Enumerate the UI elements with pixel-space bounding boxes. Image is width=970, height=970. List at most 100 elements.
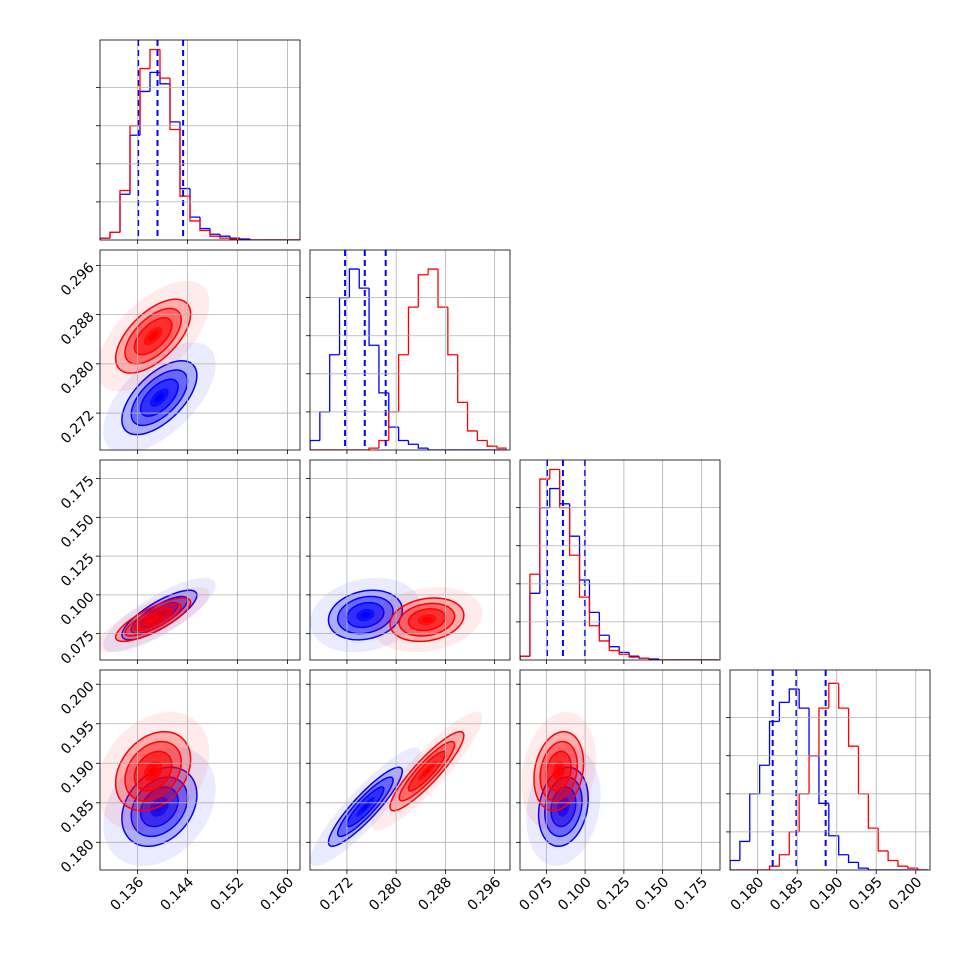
hist-bin — [496, 446, 507, 449]
contour — [407, 750, 447, 792]
hist-bin — [808, 755, 819, 794]
hist-bin — [229, 236, 240, 239]
panel — [306, 459, 511, 664]
hist-bin — [219, 236, 230, 239]
hist-bin — [539, 506, 550, 594]
hist-bin — [189, 196, 200, 222]
hist-bin — [758, 764, 770, 794]
contour — [114, 597, 192, 643]
hist-bin — [319, 411, 330, 441]
y-tick-label: 0.200 — [58, 679, 98, 719]
hist-bin — [648, 658, 659, 660]
hist-bin — [407, 306, 419, 355]
panel-content — [100, 40, 300, 240]
hist-bin — [847, 854, 859, 864]
contour — [124, 602, 183, 637]
hist-bin — [768, 865, 780, 870]
hist-bin — [568, 503, 580, 537]
panel-content — [521, 711, 601, 867]
contour — [533, 730, 585, 812]
hist-bin — [466, 402, 478, 432]
hist-bin — [897, 860, 908, 867]
hist-bin — [109, 231, 120, 239]
hist-bin — [568, 507, 580, 556]
x-tick-label: 0.296 — [465, 874, 505, 914]
hist-bin — [828, 803, 839, 837]
hist-bin — [149, 48, 160, 69]
panel-frame — [309, 669, 511, 871]
panel-frame — [99, 39, 301, 241]
x-tick-label: 0.272 — [317, 874, 357, 914]
hist-bin — [139, 90, 150, 136]
y-tick-label: 0.296 — [58, 260, 98, 300]
panel-frame — [99, 669, 301, 871]
panel-frame — [99, 459, 301, 661]
density-core — [360, 801, 370, 812]
hist-bin — [199, 220, 210, 232]
hist-bin — [578, 555, 590, 598]
contour — [544, 776, 583, 838]
hist-bin — [917, 868, 928, 870]
hist-bin — [427, 448, 438, 450]
hist-bin — [520, 655, 530, 660]
contour — [539, 740, 579, 802]
hist-bin — [648, 658, 659, 660]
hist-bin — [847, 708, 859, 747]
hist-bin — [388, 411, 399, 441]
x-tick-label: 0.190 — [807, 874, 847, 914]
contour — [407, 608, 447, 632]
contour — [121, 360, 198, 436]
hist-bin — [358, 269, 370, 289]
panel-frame — [519, 669, 721, 871]
hist-bin — [588, 597, 600, 627]
hist-bin — [368, 288, 379, 346]
hist-bin — [388, 392, 399, 428]
hist-bin — [608, 635, 620, 648]
hist-bin — [169, 83, 180, 123]
hist-bin — [559, 469, 570, 509]
hist-bin — [397, 427, 409, 442]
contour — [133, 608, 173, 632]
hist-bin — [549, 487, 560, 508]
x-tick-label: 0.152 — [207, 874, 247, 914]
x-tick-label: 0.150 — [633, 874, 673, 914]
contour — [130, 776, 189, 838]
x-tick-label: 0.288 — [415, 874, 455, 914]
y-tick-label: 0.125 — [58, 550, 98, 590]
hist-bin — [397, 354, 409, 412]
panel — [96, 459, 301, 664]
hist-bin — [628, 652, 640, 657]
hist-bin — [529, 592, 540, 657]
hist-bin — [828, 682, 839, 709]
x-tick-label: 0.195 — [846, 874, 886, 914]
contour — [537, 766, 589, 848]
panel — [516, 459, 721, 664]
hist-bin — [598, 625, 610, 642]
hist-bin — [310, 439, 320, 450]
y-tick-label: 0.280 — [58, 358, 98, 398]
hist-bin — [559, 488, 570, 505]
panel — [96, 39, 301, 244]
hist-bin — [486, 440, 498, 447]
hist-bin — [378, 439, 389, 449]
density-core — [148, 766, 158, 777]
panel — [516, 669, 721, 874]
hist-bin — [368, 447, 379, 450]
hist-bin — [119, 189, 130, 233]
y-tick-label: 0.288 — [58, 309, 98, 349]
hist-bin — [857, 746, 869, 795]
contour — [133, 316, 173, 356]
hist-bin — [808, 708, 819, 757]
contour — [121, 766, 198, 847]
density-core — [360, 611, 370, 619]
x-tick-label: 0.144 — [157, 874, 197, 914]
hist-bin — [549, 468, 560, 480]
hist-bin — [189, 188, 200, 218]
y-tick-label: 0.272 — [58, 407, 98, 447]
hist-bin — [539, 478, 550, 575]
hist-bin — [476, 430, 488, 442]
x-tick-label: 0.125 — [594, 874, 634, 914]
density-core — [422, 766, 432, 777]
panel-frame — [99, 249, 301, 451]
density-core — [154, 393, 165, 403]
